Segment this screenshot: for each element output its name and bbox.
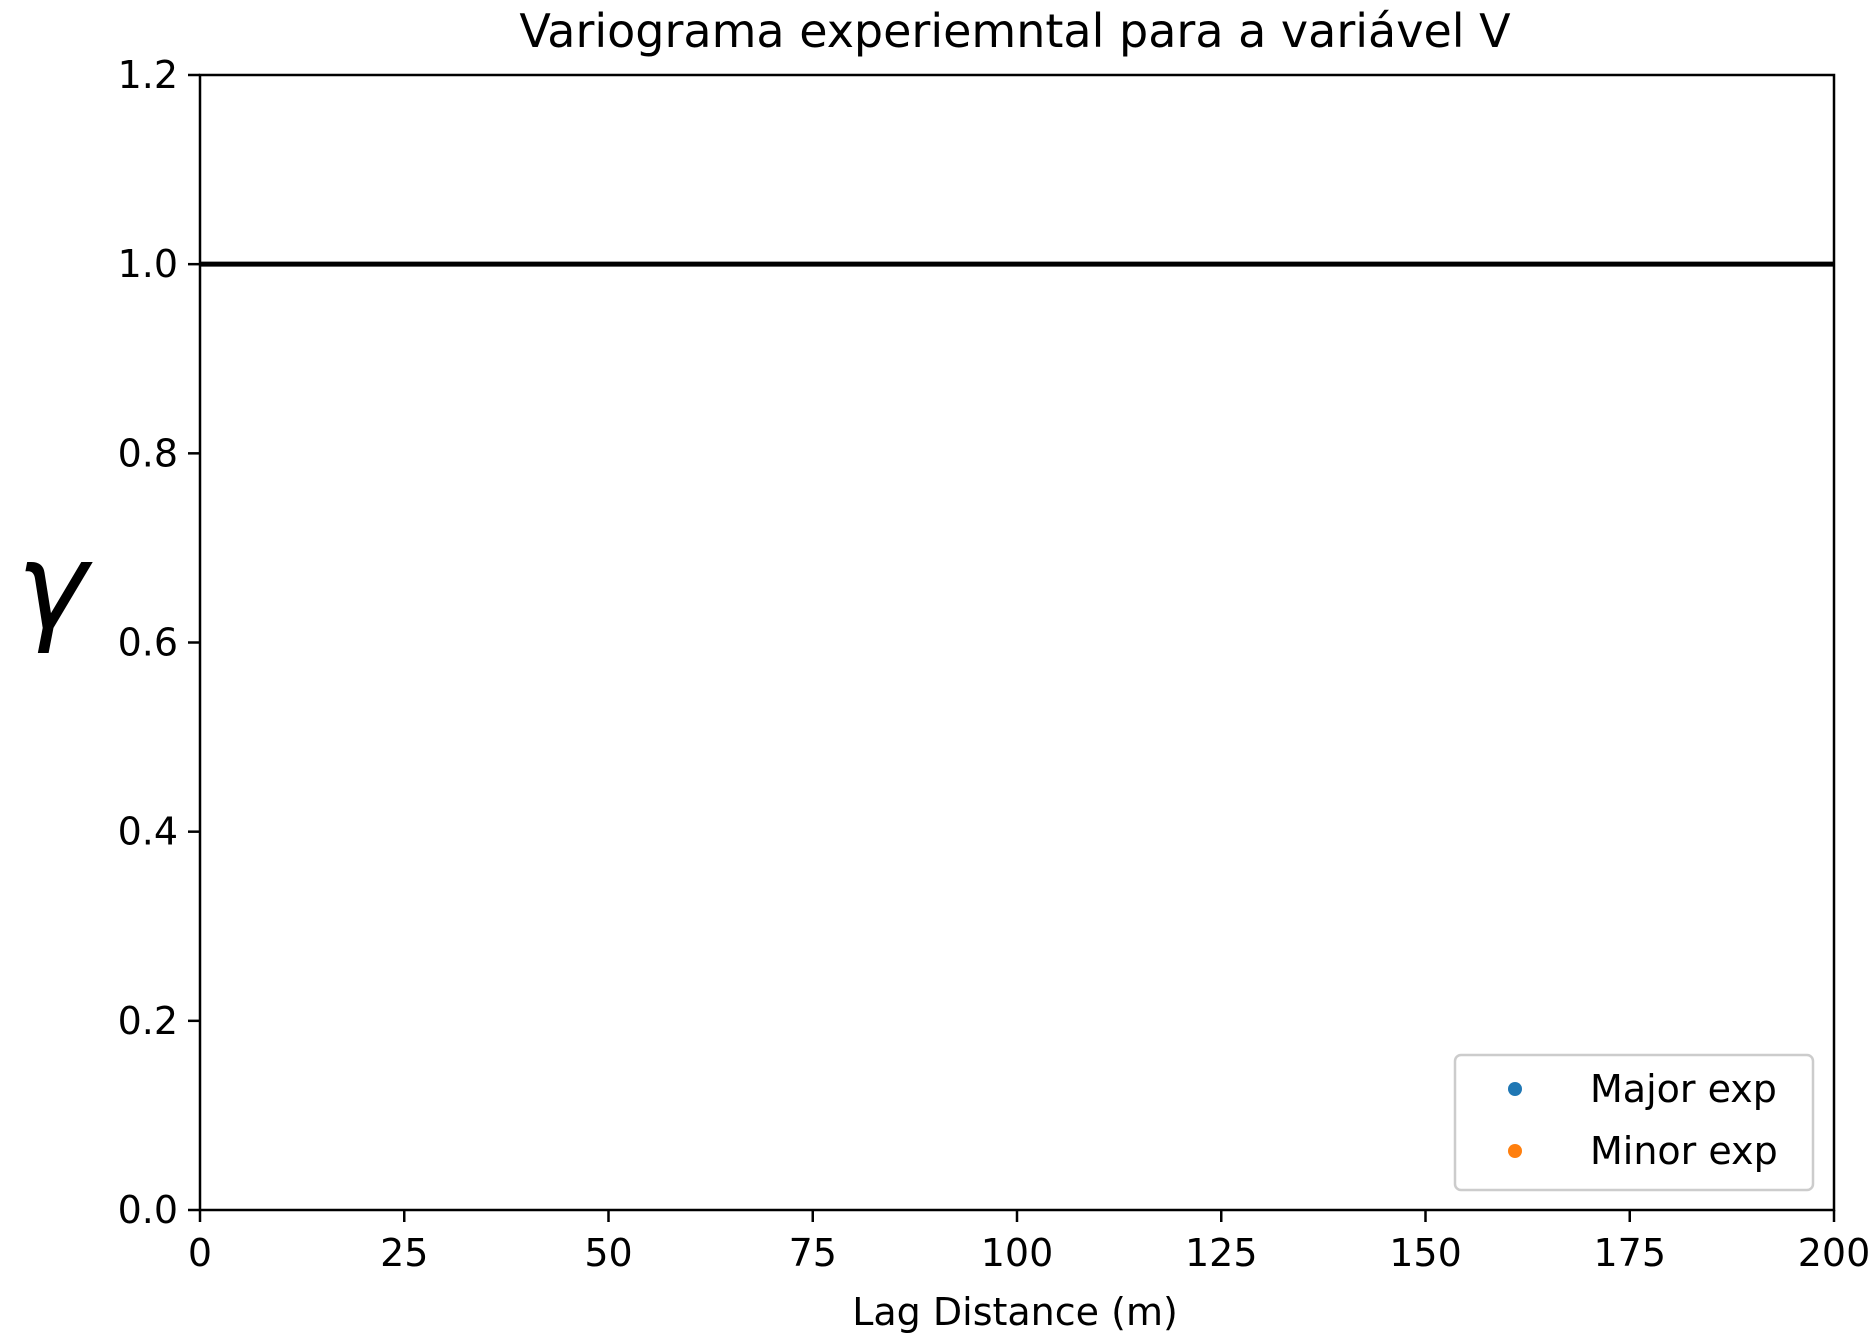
legend-marker xyxy=(1508,1082,1522,1096)
x-tick-label: 200 xyxy=(1798,1231,1871,1275)
x-tick-label: 100 xyxy=(981,1231,1054,1275)
y-tick-label: 0.8 xyxy=(118,431,178,475)
x-axis-ticks: 0 25 50 75 100 125 150 175 200 xyxy=(188,1210,1870,1275)
chart-title: Variograma experiemntal para a variável … xyxy=(519,4,1511,58)
x-tick-label: 75 xyxy=(789,1231,837,1275)
x-tick-label: 25 xyxy=(380,1231,428,1275)
y-tick-label: 0.4 xyxy=(118,810,178,854)
x-axis-label: Lag Distance (m) xyxy=(852,1290,1178,1334)
y-tick-label: 0.2 xyxy=(118,999,178,1043)
legend-label: Minor exp xyxy=(1590,1129,1778,1173)
legend-marker xyxy=(1508,1144,1522,1158)
x-tick-label: 150 xyxy=(1389,1231,1462,1275)
y-tick-label: 1.0 xyxy=(118,242,178,286)
legend: Major exp Minor exp xyxy=(1453,1053,1815,1192)
y-axis-ticks: 0.0 0.2 0.4 0.6 0.8 1.0 1.2 xyxy=(118,53,200,1232)
x-tick-label: 125 xyxy=(1185,1231,1258,1275)
y-tick-label: 0.0 xyxy=(118,1188,178,1232)
legend-label: Major exp xyxy=(1590,1067,1777,1111)
x-tick-label: 175 xyxy=(1593,1231,1666,1275)
legend-box xyxy=(1453,1053,1815,1192)
x-tick-label: 50 xyxy=(584,1231,632,1275)
y-tick-label: 1.2 xyxy=(118,53,178,97)
x-tick-label: 0 xyxy=(188,1231,212,1275)
y-axis-label: γ xyxy=(16,518,93,657)
y-tick-label: 0.6 xyxy=(118,621,178,665)
